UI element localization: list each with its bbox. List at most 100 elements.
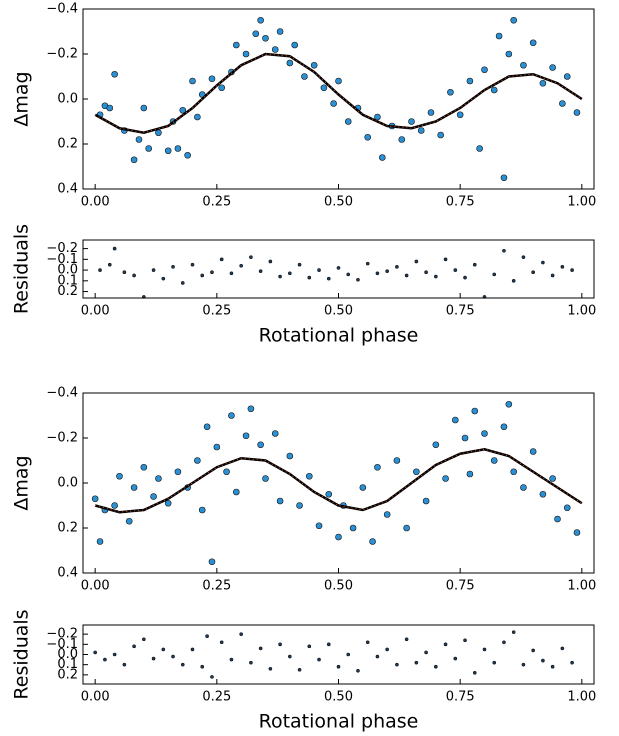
y-axis-label: Δmag <box>11 71 33 126</box>
data-point <box>502 248 506 253</box>
data-point <box>443 642 448 647</box>
data-point <box>447 88 454 96</box>
data-point <box>96 538 104 545</box>
data-point <box>268 666 273 671</box>
data-point <box>456 111 464 119</box>
data-point <box>218 84 225 92</box>
data-point <box>511 630 516 634</box>
data-point <box>200 664 205 669</box>
x-tick-label: 0.00 <box>81 579 110 594</box>
data-point <box>559 100 566 107</box>
data-point <box>257 16 264 24</box>
data-point <box>385 647 389 652</box>
data-point <box>356 277 360 282</box>
data-point <box>111 502 118 509</box>
data-point <box>151 656 156 661</box>
data-point <box>184 151 191 159</box>
data-point <box>326 642 331 647</box>
data-point <box>395 662 399 667</box>
data-point <box>239 263 243 268</box>
data-point <box>356 668 360 673</box>
data-point <box>161 276 166 281</box>
data-point <box>317 268 321 272</box>
data-point <box>307 644 312 649</box>
data-point <box>179 106 187 114</box>
data-point <box>451 416 459 424</box>
data-point <box>404 637 409 642</box>
data-point <box>511 279 516 283</box>
data-point <box>180 662 185 667</box>
data-point <box>112 652 117 657</box>
data-point <box>529 39 537 47</box>
data-point <box>249 660 253 665</box>
data-point <box>132 273 136 278</box>
x-tick-label: 0.75 <box>446 579 475 594</box>
data-point <box>242 432 250 440</box>
x-tick-label: 0.75 <box>446 195 475 210</box>
data-point <box>463 275 467 280</box>
data-point <box>359 484 367 491</box>
plot-frame <box>82 8 595 190</box>
data-point <box>142 637 146 642</box>
x-tick-label: 1.00 <box>567 579 596 594</box>
y-tick-label: −0.2 <box>46 241 78 256</box>
data-point <box>482 647 487 652</box>
data-point <box>365 261 370 266</box>
data-point <box>442 475 449 482</box>
data-point <box>385 269 389 273</box>
x-tick-label: 0.00 <box>81 690 110 705</box>
data-point <box>180 281 185 285</box>
data-point <box>490 86 498 94</box>
data-point <box>106 104 114 112</box>
data-point <box>140 463 148 471</box>
x-axis-label: Rotational phase <box>259 325 419 347</box>
model-curve <box>94 52 583 135</box>
data-point <box>424 270 428 275</box>
data-point <box>541 658 545 663</box>
x-tick-label: 0.25 <box>202 579 231 594</box>
data-point <box>145 145 152 152</box>
data-point <box>325 490 333 498</box>
data-point <box>208 75 216 83</box>
data-point <box>490 457 498 464</box>
data-point <box>233 41 240 49</box>
data-point <box>521 255 526 259</box>
data-point <box>510 468 518 476</box>
data-point <box>258 646 263 651</box>
data-point <box>122 662 127 667</box>
x-tick-label: 0.50 <box>324 195 353 210</box>
data-point <box>481 66 488 74</box>
data-point <box>573 109 581 116</box>
data-point <box>278 642 282 647</box>
data-point <box>107 262 112 267</box>
data-point <box>140 104 148 112</box>
y-tick-label: −0.1 <box>46 252 78 267</box>
data-point <box>155 475 162 482</box>
y-tick-label: 0.2 <box>57 137 78 152</box>
data-point <box>463 638 467 643</box>
x-tick-label: 0.50 <box>324 579 353 594</box>
data-point <box>111 70 118 78</box>
data-point <box>424 650 428 655</box>
data-point <box>495 32 503 40</box>
data-point <box>414 259 419 264</box>
data-point <box>375 654 380 659</box>
data-point <box>550 273 555 278</box>
data-point <box>492 272 497 277</box>
data-point <box>422 497 430 505</box>
data-point <box>174 145 182 152</box>
data-point <box>408 118 415 125</box>
data-point <box>554 515 561 523</box>
x-tick-label: 0.25 <box>202 304 231 319</box>
data-point <box>521 662 526 667</box>
data-point <box>257 441 264 449</box>
data-point <box>466 77 474 85</box>
data-point <box>296 502 303 509</box>
data-point <box>434 274 438 279</box>
data-point <box>130 156 138 164</box>
data-point <box>310 61 318 69</box>
data-point <box>130 484 138 491</box>
y-tick-label: 0.0 <box>57 92 78 107</box>
data-point <box>189 77 196 85</box>
data-point <box>132 644 136 649</box>
